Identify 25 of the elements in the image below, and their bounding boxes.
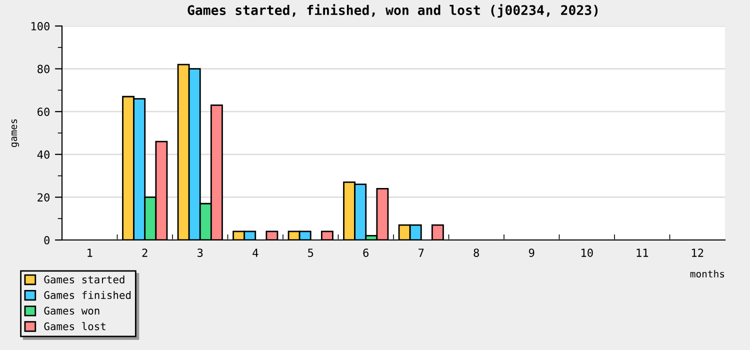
y-tick-label: 60 bbox=[38, 108, 50, 116]
x-axis-title: months bbox=[690, 270, 724, 278]
legend-label: Games won bbox=[44, 306, 100, 315]
chart-title: Games started, finished, won and lost (j00234, 2023) bbox=[188, 4, 598, 18]
y-tick-label: 80 bbox=[38, 64, 50, 74]
x-tick-label: 10 bbox=[582, 248, 593, 257]
x-tick-label: 3 bbox=[198, 248, 203, 257]
y-tick-label: 0 bbox=[44, 236, 50, 244]
x-tick-label: 2 bbox=[142, 248, 148, 257]
x-tick-label: 9 bbox=[528, 248, 534, 257]
x-tick-label: 5 bbox=[308, 248, 314, 257]
legend-label: Games started bbox=[44, 275, 124, 284]
y-tick-label: 40 bbox=[37, 150, 50, 159]
x-tick-label: 8 bbox=[474, 248, 480, 257]
x-tick-label: 6 bbox=[363, 248, 368, 257]
x-tick-label: 12 bbox=[692, 248, 704, 257]
x-tick-label: 4 bbox=[252, 248, 258, 257]
y-tick-label: 20 bbox=[38, 193, 50, 202]
y-tick-label: 100 bbox=[31, 22, 50, 30]
legend-label: Games lost bbox=[44, 322, 106, 330]
x-tick-label: 11 bbox=[636, 248, 648, 257]
x-tick-label: 1 bbox=[88, 248, 92, 257]
y-axis-title: games bbox=[11, 119, 20, 148]
legend-label: Games finished bbox=[44, 290, 131, 300]
x-tick-label: 7 bbox=[418, 248, 424, 257]
